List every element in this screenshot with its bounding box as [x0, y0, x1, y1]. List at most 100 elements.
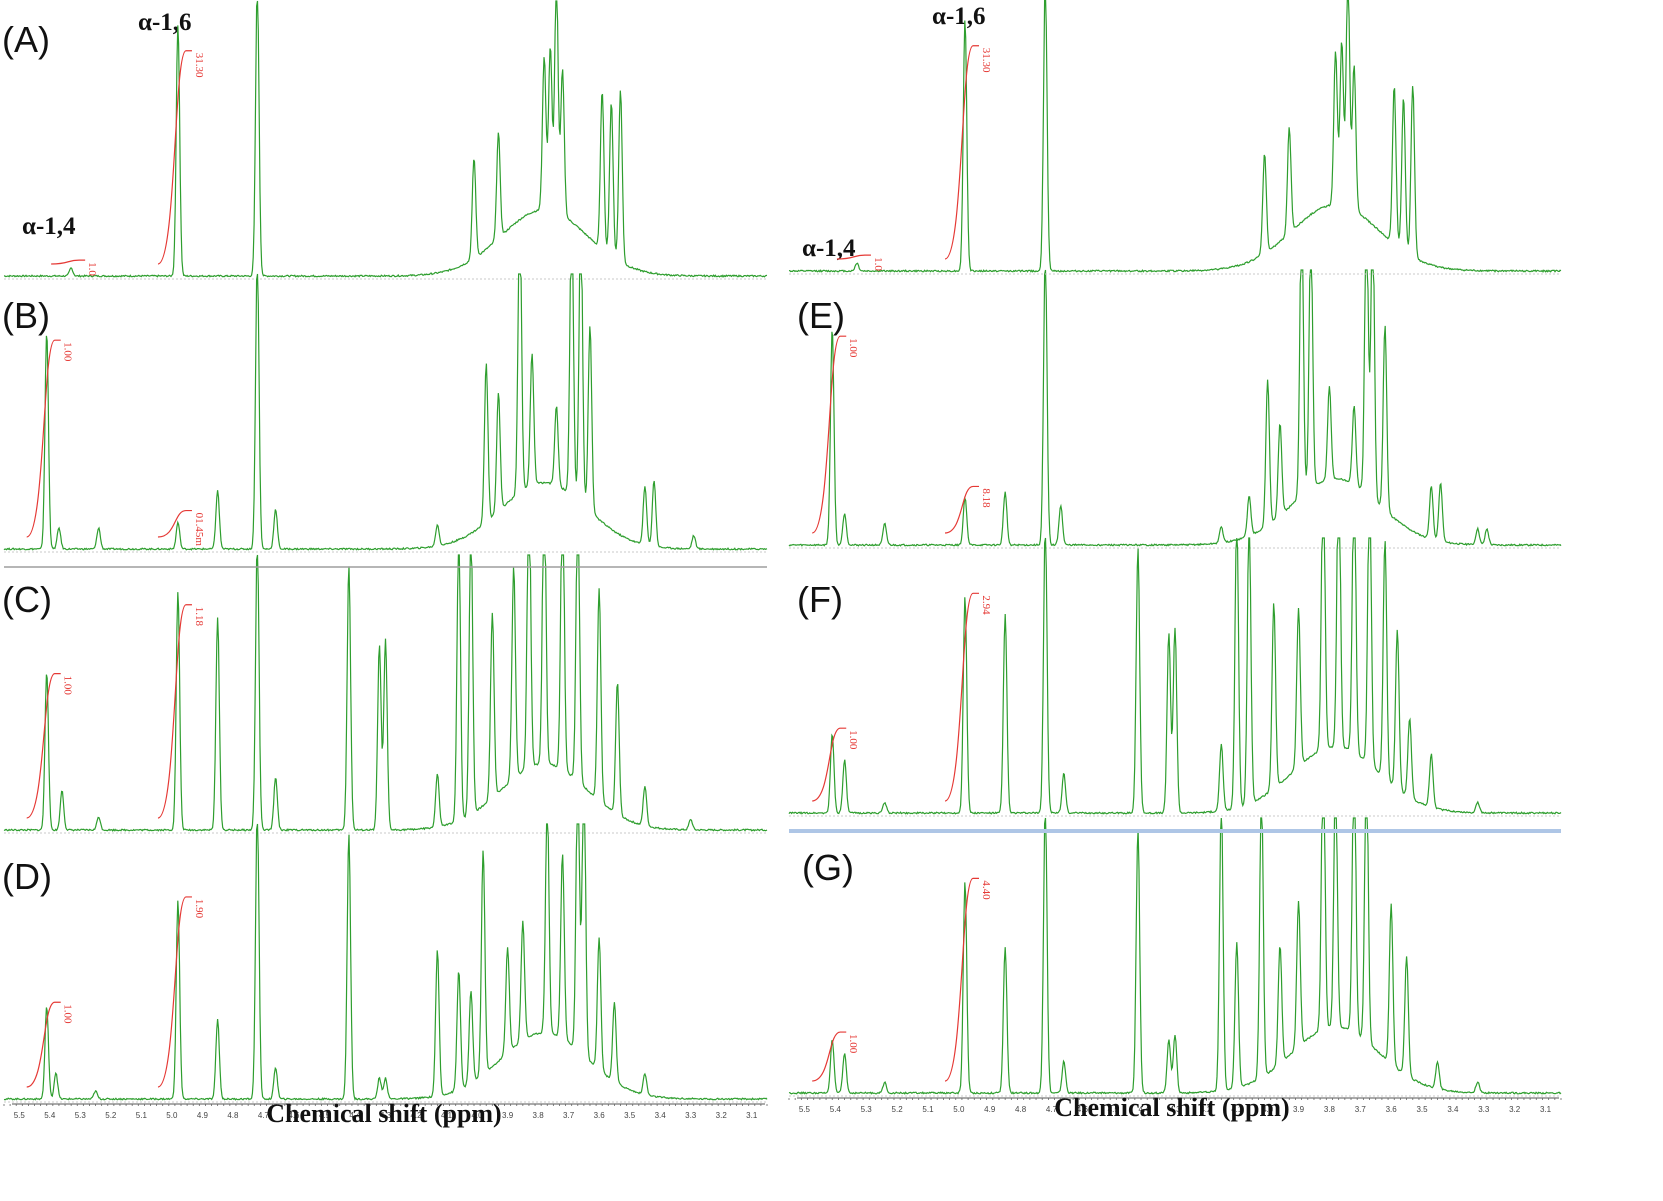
- x-axis-right-tick-label: 4.3: [1169, 1105, 1181, 1114]
- spectrum-c: [3, 554, 768, 832]
- panel-b: (B): [2, 295, 50, 336]
- annotation-alpha-1-6-right: α-1,6: [932, 3, 986, 30]
- x-axis-left-tick-label: 4.8: [227, 1111, 239, 1120]
- integral-c-1-value: 1.00: [62, 676, 74, 696]
- integral-d-1-curve: [26, 1001, 61, 1088]
- x-axis-left-tick-label: 3.6: [594, 1111, 606, 1120]
- x-axis-right-tick-label: 4.8: [1015, 1105, 1027, 1114]
- integral-d-2-value: 1.90: [193, 899, 205, 919]
- x-axis-right-tick-label: 3.9: [1293, 1105, 1305, 1114]
- x-axis-right-tick-label: 4.9: [984, 1105, 996, 1114]
- panel-label-d: (D): [2, 856, 52, 897]
- x-axis-right-tick-label: 3.5: [1416, 1105, 1428, 1114]
- integral-f-1-curve: [812, 727, 847, 802]
- x-axis-right-tick-label: 4.6: [1077, 1105, 1089, 1114]
- x-axis-right-tick-label: 5.5: [799, 1105, 811, 1114]
- integral-f-2-curve: [944, 592, 980, 802]
- integral-g-1-curve: [812, 1031, 847, 1082]
- x-axis-left-tick-label: 5.5: [14, 1111, 26, 1120]
- integral-a-right-2-curve: [944, 45, 980, 260]
- panel-label-c: (C): [2, 579, 52, 620]
- integral-d-2-curve: [157, 896, 192, 1088]
- integral-g-1-value: 1.00: [847, 1034, 859, 1054]
- x-axis-left-tick-label: 5.0: [166, 1111, 178, 1120]
- x-axis-right-tick-label: 3.1: [1540, 1105, 1552, 1114]
- x-axis-left-tick-label: 3.1: [746, 1111, 758, 1120]
- integral-a-right-1-curve: [836, 254, 871, 260]
- integral-b-2-curve: [157, 509, 192, 538]
- integral-f-1-value: 1.00: [847, 730, 859, 750]
- annotation-alpha-1-6-a: α-1,6: [138, 9, 192, 36]
- x-axis-right-tick-label: 5.2: [892, 1105, 904, 1114]
- x-axis-left-tick-label: 4.9: [197, 1111, 209, 1120]
- x-axis-right-tick-label: 3.4: [1447, 1105, 1459, 1114]
- integral-g-2-curve: [944, 877, 980, 1082]
- integral-a-2-value: 31.30: [193, 53, 205, 78]
- x-axis-label-right: Chemical shift (ppm): [1054, 1093, 1289, 1122]
- x-axis-left-tick-label: 3.9: [502, 1111, 514, 1120]
- integral-a-1-value: 1.0: [86, 262, 98, 276]
- x-axis-left-tick-label: 4.6: [288, 1111, 300, 1120]
- spectrum-g: [788, 817, 1562, 1095]
- x-axis-right-tick-label: 4.0: [1262, 1105, 1274, 1114]
- x-axis-right-tick-label: 5.1: [922, 1105, 934, 1114]
- integral-b-1-value: 1.00: [62, 342, 74, 362]
- x-axis-left-tick-label: 4.1: [441, 1111, 453, 1120]
- x-axis-right-tick-label: 5.3: [861, 1105, 873, 1114]
- panel-d: (D): [2, 856, 52, 897]
- integral-c-2-value: 1.18: [193, 607, 205, 627]
- spectrum-f: [788, 537, 1562, 815]
- spectra-layer: [3, 0, 1562, 1103]
- panel-label-f: (F): [797, 579, 843, 620]
- integral-a-2-curve: [157, 50, 192, 265]
- integral-e-2-curve: [944, 485, 980, 534]
- annotation-alpha-1-4-a: α-1,4: [22, 213, 76, 240]
- x-axis-left-tick-label: 3.4: [655, 1111, 667, 1120]
- panel-label-e: (E): [797, 295, 845, 336]
- x-axis-left-tick-label: 3.5: [624, 1111, 636, 1120]
- panel-f: (F): [797, 579, 843, 620]
- x-axis-right-tick-label: 4.4: [1139, 1105, 1151, 1114]
- panel-e: (E): [797, 295, 845, 336]
- panel-a: (A) α-1,4 α-1,6: [2, 9, 192, 240]
- integral-a-right-1-value: 1.0: [872, 257, 884, 271]
- x-axis-right-tick-label: 5.0: [953, 1105, 965, 1114]
- x-axis-left-tick-label: 5.2: [105, 1111, 117, 1120]
- spectrum-a-right: [788, 0, 1562, 273]
- x-axis-right-tick-label: 3.8: [1324, 1105, 1336, 1114]
- annotation-alpha-1-4-right: α-1,4: [802, 235, 856, 262]
- x-axis-left-tick-label: 5.4: [44, 1111, 56, 1120]
- spectrum-e: [788, 269, 1562, 547]
- integral-e-1-curve: [811, 335, 847, 534]
- panel-g: (G): [802, 847, 854, 888]
- integral-c-1-curve: [26, 673, 61, 819]
- integral-a-1-curve: [51, 259, 86, 265]
- axes-layer: 5.5 5.4 5.3 5.2 5.1 5.0 4.9 4.8 4.7 4.6 4.5 4.4 4.3 4…: [3, 566, 1562, 1120]
- x-axis-left-tick-label: 3.7: [563, 1111, 575, 1120]
- spectrum-b: [3, 273, 768, 551]
- x-axis-right-tick-label: 3.6: [1386, 1105, 1398, 1114]
- x-axis-right-tick-label: 4.2: [1200, 1105, 1212, 1114]
- x-axis-right-tick-label: 4.5: [1108, 1105, 1120, 1114]
- x-axis-left-tick-label: 5.3: [75, 1111, 87, 1120]
- x-axis-label-left: Chemical shift (ppm): [266, 1099, 501, 1128]
- integral-b-2-value: 01.45m: [193, 513, 205, 547]
- panel-right-top: α-1,4 α-1,6: [802, 3, 986, 262]
- integral-g-2-value: 4.40: [980, 880, 992, 900]
- x-axis-right-tick-label: 4.7: [1046, 1105, 1058, 1114]
- x-axis-left-tick-label: 4.4: [349, 1111, 361, 1120]
- integrals-layer: 1.0 31.30 1.00 01.45m 1.00 1.18 1.00 1.90 1.00 8.…: [26, 45, 992, 1088]
- integral-e-2-value: 8.18: [980, 488, 992, 508]
- x-axis-right-tick-label: 5.4: [830, 1105, 842, 1114]
- x-axis-left-tick-label: 4.7: [258, 1111, 270, 1120]
- spectrum-a: [3, 0, 768, 278]
- x-axis-left-tick-label: 4.3: [380, 1111, 392, 1120]
- integral-d-1-value: 1.00: [62, 1004, 74, 1024]
- integral-f-2-value: 2.94: [980, 595, 992, 615]
- spectrum-d: [3, 823, 768, 1101]
- x-axis-left-tick-label: 3.8: [533, 1111, 545, 1120]
- x-axis-right-tick-label: 3.3: [1478, 1105, 1490, 1114]
- integral-e-1-value: 1.00: [847, 338, 859, 358]
- panel-label-g: (G): [802, 847, 854, 888]
